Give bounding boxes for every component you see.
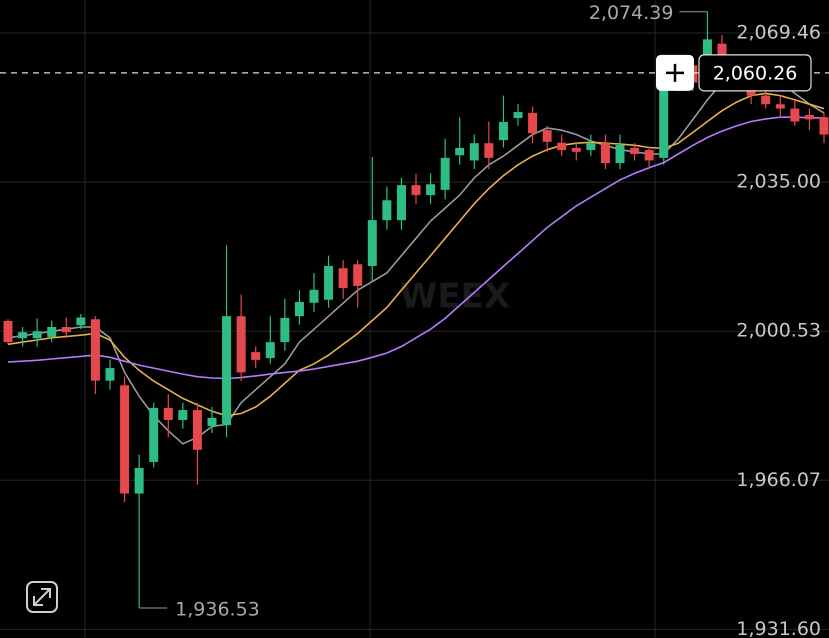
candle-body xyxy=(18,332,28,339)
moving-average-line xyxy=(7,92,825,417)
expand-arrows[interactable] xyxy=(33,588,51,606)
candle-body xyxy=(557,142,567,151)
candle-body xyxy=(528,112,538,134)
y-tick-label: 2,069.46 xyxy=(736,22,821,44)
candle-body xyxy=(382,200,392,221)
candle-body xyxy=(426,184,436,196)
candle-body xyxy=(804,115,814,120)
candle-body xyxy=(586,143,596,151)
candle-body xyxy=(353,264,363,286)
candle-body xyxy=(761,95,771,105)
moving-average-line xyxy=(7,68,825,445)
candle-body xyxy=(76,317,86,326)
y-tick-label: 2,035.00 xyxy=(736,171,821,193)
moving-average-line xyxy=(7,116,825,380)
last-price-box xyxy=(698,54,812,92)
candle-body xyxy=(542,130,552,142)
candle-body xyxy=(498,121,508,141)
candle-body xyxy=(105,368,115,381)
candle-body xyxy=(659,65,669,158)
candle-body xyxy=(222,316,232,426)
candle-body xyxy=(630,147,640,154)
candle-body xyxy=(717,43,727,61)
y-tick-label: 1,966.07 xyxy=(736,469,821,491)
high-marker-label: 2,074.39 xyxy=(589,2,674,24)
candle-body xyxy=(775,104,785,109)
low-marker-label: 1,936.53 xyxy=(175,599,260,621)
candle-body xyxy=(455,147,465,156)
crosshair-icon[interactable] xyxy=(666,63,684,82)
candle-body xyxy=(251,352,261,360)
candle-body xyxy=(440,157,450,190)
candle-body xyxy=(309,289,319,303)
candle-body xyxy=(644,150,654,161)
candle-body xyxy=(32,331,42,339)
candle-body xyxy=(149,407,159,462)
candle-body xyxy=(411,185,421,196)
expand-icon[interactable] xyxy=(26,581,58,613)
candle-body xyxy=(90,319,100,381)
last-price-label: 2,060.26 xyxy=(713,62,798,84)
candle-body xyxy=(294,301,304,317)
candle-body xyxy=(615,144,625,164)
candle-body xyxy=(280,317,290,343)
candle-body xyxy=(367,220,377,267)
candle-body xyxy=(3,320,13,343)
candle-body xyxy=(790,108,800,122)
candle-body xyxy=(324,266,334,300)
candle-body xyxy=(61,327,71,333)
candle-body xyxy=(134,468,144,494)
candle-body xyxy=(178,410,188,420)
y-tick-label: 2,000.53 xyxy=(736,320,821,342)
candle-body xyxy=(120,385,130,494)
candle-body xyxy=(265,342,275,359)
candle-body xyxy=(236,316,246,373)
candle-body xyxy=(338,268,348,289)
candle-body xyxy=(819,117,829,135)
candle-body xyxy=(207,417,217,427)
y-tick-label: 1,931.60 xyxy=(736,618,821,638)
candle-body xyxy=(484,143,494,158)
candle-body xyxy=(192,410,202,450)
candle-body xyxy=(396,185,406,221)
candle-body xyxy=(47,327,57,337)
candle-body xyxy=(571,147,581,152)
expand-button[interactable] xyxy=(26,581,58,613)
candle-body xyxy=(600,143,610,164)
candle-body xyxy=(163,407,173,420)
candle-body xyxy=(469,143,479,161)
candle-body xyxy=(513,112,523,119)
